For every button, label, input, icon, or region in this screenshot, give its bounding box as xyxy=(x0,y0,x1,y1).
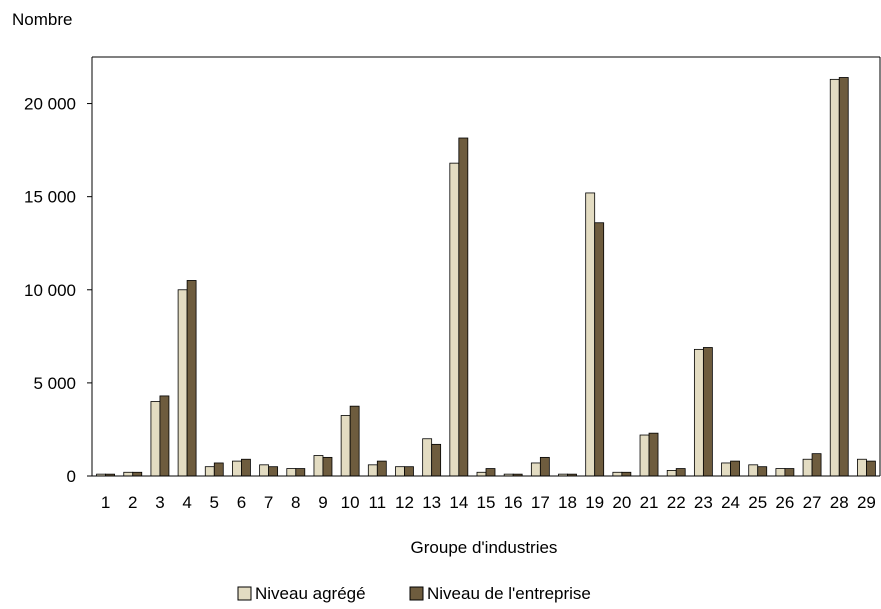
x-tick-label: 27 xyxy=(803,493,822,512)
bar-niveau-entreprise-5 xyxy=(213,462,224,477)
x-tick-label: 9 xyxy=(318,493,327,512)
y-tick-label: 0 xyxy=(67,467,76,486)
x-tick-label: 22 xyxy=(667,493,686,512)
x-tick-label: 28 xyxy=(830,493,849,512)
bar-niveau-agrege-21 xyxy=(639,434,650,477)
bars xyxy=(96,77,876,477)
bar-niveau-agrege-28 xyxy=(829,78,840,477)
bar-niveau-entreprise-11 xyxy=(376,460,387,477)
bar-niveau-agrege-3 xyxy=(150,401,161,477)
x-tick-label: 14 xyxy=(449,493,468,512)
bar-niveau-entreprise-24 xyxy=(730,460,740,477)
legend: Niveau agrégé Niveau de l'entreprise xyxy=(237,584,591,603)
bar-niveau-agrege-4 xyxy=(177,289,188,477)
bar-niveau-agrege-20 xyxy=(612,471,623,477)
x-tick-label: 7 xyxy=(264,493,273,512)
bar-niveau-entreprise-19 xyxy=(594,222,605,477)
bar-niveau-agrege-29 xyxy=(857,458,867,477)
x-tick-label: 13 xyxy=(422,493,441,512)
bar-niveau-entreprise-2 xyxy=(132,471,143,477)
bar-niveau-agrege-22 xyxy=(666,470,677,477)
bar-niveau-entreprise-13 xyxy=(431,443,442,477)
x-axis-label: Groupe d'industries xyxy=(411,538,558,557)
bar-niveau-agrege-9 xyxy=(313,455,324,477)
y-tick-label: 10 000 xyxy=(24,281,76,300)
x-tick-label: 10 xyxy=(341,493,360,512)
bar-niveau-entreprise-17 xyxy=(539,456,550,477)
bar-niveau-entreprise-9 xyxy=(322,456,333,477)
x-tick-label: 23 xyxy=(694,493,713,512)
bar-niveau-agrege-11 xyxy=(367,464,378,477)
bar-niveau-entreprise-27 xyxy=(811,453,822,477)
y-axis-ticks: 0 5 000 10 000 15 000 20 000 xyxy=(24,95,92,486)
bar-niveau-agrege-24 xyxy=(721,462,731,477)
bar-niveau-entreprise-3 xyxy=(159,395,170,477)
bar-niveau-entreprise-23 xyxy=(702,347,713,477)
x-tick-label: 11 xyxy=(368,493,386,512)
bar-niveau-agrege-25 xyxy=(748,464,759,477)
x-tick-label: 19 xyxy=(585,493,604,512)
y-tick-label: 20 000 xyxy=(24,95,76,114)
bar-niveau-entreprise-21 xyxy=(648,432,659,477)
bar-niveau-agrege-12 xyxy=(395,466,405,477)
x-tick-label: 5 xyxy=(210,493,219,512)
x-axis-ticks: 1 2 3 4 5 6 7 8 9 10 11 12 13 14 15 16 17 18 19 20 21 22 23 24 2… xyxy=(101,493,876,512)
y-tick-label: 15 000 xyxy=(24,188,76,207)
bar-niveau-entreprise-6 xyxy=(241,458,251,477)
bar-niveau-agrege-5 xyxy=(204,466,215,477)
bar-niveau-entreprise-22 xyxy=(675,468,686,477)
x-tick-label: 8 xyxy=(291,493,300,512)
x-tick-label: 29 xyxy=(857,493,876,512)
bar-niveau-agrege-26 xyxy=(775,468,786,477)
legend-label: Niveau de l'entreprise xyxy=(427,584,591,603)
x-tick-label: 12 xyxy=(395,493,414,512)
x-tick-label: 15 xyxy=(477,493,496,512)
bar-niveau-entreprise-8 xyxy=(295,468,306,477)
bar-niveau-entreprise-10 xyxy=(349,405,360,477)
bar-niveau-agrege-14 xyxy=(449,162,460,477)
bar-niveau-entreprise-29 xyxy=(866,460,876,477)
x-tick-label: 21 xyxy=(640,493,659,512)
x-tick-label: 1 xyxy=(101,493,110,512)
bar-niveau-agrege-6 xyxy=(232,460,242,477)
bar-niveau-entreprise-15 xyxy=(485,468,496,477)
bar-niveau-entreprise-25 xyxy=(757,466,768,477)
bar-niveau-entreprise-7 xyxy=(268,466,279,477)
x-tick-label: 25 xyxy=(748,493,767,512)
legend-swatch xyxy=(409,586,424,601)
x-tick-label: 4 xyxy=(182,493,191,512)
bar-niveau-entreprise-14 xyxy=(458,137,469,477)
legend-label: Niveau agrégé xyxy=(255,584,366,603)
x-tick-label: 3 xyxy=(155,493,164,512)
bar-niveau-agrege-17 xyxy=(530,462,541,477)
bar-niveau-agrege-8 xyxy=(286,468,297,477)
bar-niveau-entreprise-4 xyxy=(186,280,197,477)
x-tick-label: 24 xyxy=(721,493,740,512)
bar-niveau-entreprise-28 xyxy=(838,77,849,477)
bar-niveau-entreprise-20 xyxy=(621,471,632,477)
x-tick-label: 2 xyxy=(128,493,137,512)
bar-niveau-agrege-2 xyxy=(123,471,134,477)
bar-niveau-agrege-23 xyxy=(693,348,704,477)
bar-niveau-agrege-7 xyxy=(259,464,270,477)
x-tick-label: 6 xyxy=(237,493,246,512)
bar-niveau-entreprise-26 xyxy=(784,468,795,477)
bar-niveau-agrege-27 xyxy=(802,458,813,477)
bar-niveau-agrege-13 xyxy=(422,438,433,477)
x-tick-label: 17 xyxy=(531,493,550,512)
x-tick-label: 20 xyxy=(612,493,631,512)
y-axis-label: Nombre xyxy=(12,10,72,29)
x-tick-label: 26 xyxy=(775,493,794,512)
bar-niveau-agrege-19 xyxy=(585,192,596,477)
x-tick-label: 16 xyxy=(504,493,523,512)
x-tick-label: 18 xyxy=(558,493,577,512)
bar-niveau-agrege-15 xyxy=(476,471,487,477)
y-tick-label: 5 000 xyxy=(33,374,76,393)
bar-niveau-agrege-10 xyxy=(340,415,351,477)
bar-niveau-entreprise-12 xyxy=(404,466,414,477)
legend-swatch xyxy=(237,586,252,601)
